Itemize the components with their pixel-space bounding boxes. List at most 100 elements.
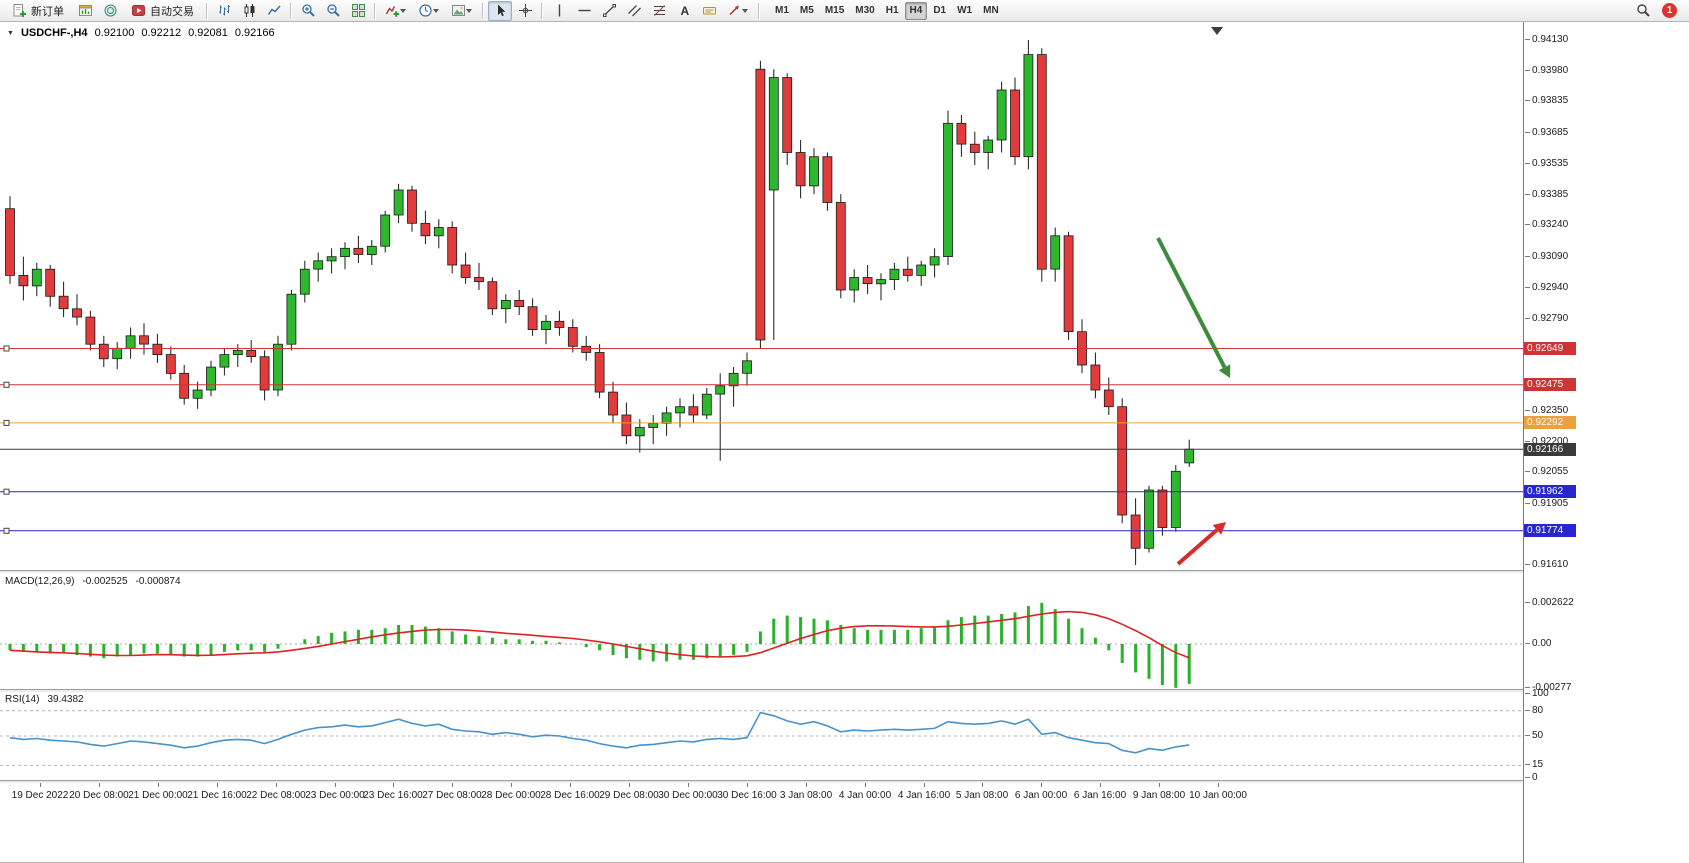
bar-chart-mode-button[interactable] — [212, 1, 236, 21]
down-arrow-annotation-head[interactable] — [1218, 364, 1231, 378]
panel-separator[interactable] — [0, 780, 1689, 783]
time-axis[interactable]: 19 Dec 2022 20 Dec 08:00 21 Dec 00:00 21 De… — [0, 783, 1523, 807]
tf-button-M1[interactable]: M1 — [770, 2, 794, 20]
up-arrow-annotation[interactable] — [1176, 528, 1219, 566]
profiles-button[interactable] — [98, 1, 122, 21]
close-value: 0.92166 — [234, 27, 275, 39]
line-handle[interactable] — [3, 419, 10, 426]
new-order-button[interactable]: 新订单 — [4, 1, 72, 21]
time-tick — [806, 783, 807, 787]
tf-button-H1[interactable]: H1 — [881, 2, 904, 20]
time-label: 28 Dec 00:00 — [481, 790, 541, 801]
clock-icon — [418, 4, 432, 17]
chevron-down-icon — [432, 8, 439, 13]
macd-histogram — [8, 602, 1191, 688]
label-tool-button[interactable] — [697, 1, 721, 21]
panel-separator[interactable] — [0, 570, 1689, 573]
candle-down — [1117, 406, 1128, 516]
price-axis[interactable]: 0.94130 0.93980 0.93835 0.93685 0.93535 0.933… — [1523, 22, 1689, 863]
time-label: 4 Jan 16:00 — [897, 790, 951, 801]
line-handle[interactable] — [3, 488, 10, 495]
cursor-button[interactable] — [488, 0, 512, 21]
zoom-in-button[interactable] — [296, 1, 320, 21]
candle-up — [996, 89, 1007, 141]
templates-button[interactable] — [446, 1, 478, 21]
candle-up — [916, 264, 927, 276]
rsi-panel[interactable] — [0, 692, 1523, 780]
macd-panel[interactable] — [0, 573, 1523, 689]
candle-up — [206, 366, 216, 391]
tf-button-H4[interactable]: H4 — [904, 1, 928, 20]
candle-down — [353, 247, 364, 255]
candle-down — [1130, 514, 1141, 549]
chevron-down-icon — [741, 8, 748, 13]
tf-button-M30[interactable]: M30 — [850, 2, 879, 20]
candle-down — [594, 352, 605, 393]
indicators-button[interactable] — [380, 1, 412, 21]
time-tick — [747, 783, 748, 787]
candle-up — [929, 256, 940, 266]
line-handle[interactable] — [3, 527, 10, 534]
tf-button-MN[interactable]: MN — [978, 2, 1004, 20]
rsi-line — [9, 711, 1190, 754]
tf-button-M15[interactable]: M15 — [820, 2, 849, 20]
candle-up — [380, 214, 391, 247]
time-tick — [865, 783, 866, 787]
time-label: 21 Dec 00:00 — [128, 790, 188, 801]
autotrade-icon — [132, 5, 145, 16]
panel-separator[interactable] — [0, 689, 1689, 692]
ohlc-toggle-icon[interactable]: ▼ — [7, 29, 14, 37]
line-handle[interactable] — [3, 345, 10, 352]
price-tick: 0.92790 — [1524, 313, 1569, 325]
price-tick: 0.92200 — [1524, 436, 1569, 448]
time-tick — [1100, 783, 1101, 787]
time-label: 5 Jan 08:00 — [955, 790, 1009, 801]
price-tick: 0.93240 — [1524, 219, 1569, 231]
horizontal-line-icon — [578, 9, 590, 12]
toolbar: 新订单 自动交易 — [0, 0, 1689, 22]
macd-main-value: -0.002525 — [82, 576, 128, 587]
arrows-tool-button[interactable] — [722, 1, 754, 21]
down-arrow-annotation[interactable] — [1156, 237, 1227, 369]
trendline-tool-button[interactable] — [597, 1, 621, 21]
search-button[interactable] — [1631, 1, 1655, 21]
candlestick-icon — [244, 4, 254, 17]
up-arrow-annotation-head[interactable] — [1212, 522, 1226, 535]
candle-down — [527, 306, 538, 331]
candle-down — [956, 122, 967, 145]
candlestick-mode-button[interactable] — [237, 1, 261, 21]
line-handle[interactable] — [3, 381, 10, 388]
chart-shift-marker-icon[interactable] — [1211, 27, 1223, 35]
channel-tool-button[interactable] — [622, 1, 646, 21]
time-label: 20 Dec 08:00 — [69, 790, 129, 801]
rsi-axis-tick: 50 — [1524, 730, 1544, 741]
candle-down — [1036, 54, 1047, 270]
tile-windows-button[interactable] — [346, 1, 370, 21]
tf-button-M5[interactable]: M5 — [795, 2, 819, 20]
periods-button[interactable] — [413, 1, 445, 21]
price-badge: 0.92292 — [1524, 416, 1576, 430]
price-tick: 0.93090 — [1524, 250, 1569, 262]
tf-button-W1[interactable]: W1 — [952, 2, 977, 20]
text-tool-button[interactable]: A — [672, 1, 696, 21]
main-chart-panel[interactable] — [0, 22, 1523, 570]
crosshair-button[interactable] — [513, 1, 537, 21]
new-chart-button[interactable] — [73, 1, 97, 21]
candle-up — [299, 268, 310, 295]
rsi-name: RSI(14) — [5, 694, 40, 705]
notification-badge[interactable]: 1 — [1662, 3, 1677, 18]
candle-down — [782, 77, 793, 153]
zoom-out-button[interactable] — [321, 1, 345, 21]
horizontal-line-tool-button[interactable] — [572, 1, 596, 21]
vertical-line-tool-button[interactable] — [547, 1, 571, 21]
autotrade-button[interactable]: 自动交易 — [123, 1, 202, 21]
macd-signal-value: -0.000874 — [135, 576, 181, 587]
fibonacci-tool-button[interactable] — [647, 1, 671, 21]
template-icon — [451, 5, 465, 16]
line-chart-mode-button[interactable] — [262, 1, 286, 21]
rsi-value: 39.4382 — [47, 694, 84, 705]
time-label: 23 Dec 00:00 — [305, 790, 365, 801]
tf-button-D1[interactable]: D1 — [928, 2, 951, 20]
line-chart-icon — [267, 5, 281, 15]
